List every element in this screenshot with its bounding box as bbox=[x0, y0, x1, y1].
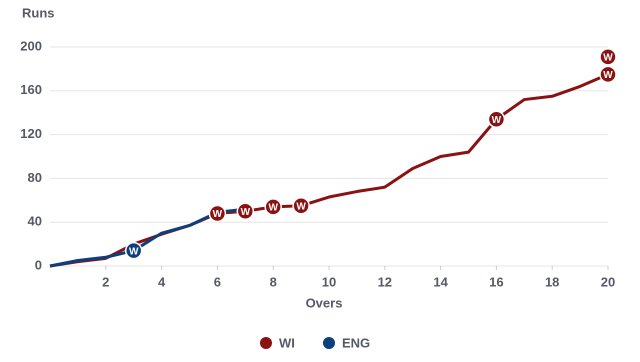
wicket-marker bbox=[264, 198, 282, 216]
wicket-marker bbox=[124, 241, 143, 260]
wicket-label: W bbox=[492, 115, 502, 126]
y-tick-label: 160 bbox=[20, 82, 42, 97]
worm-line bbox=[49, 72, 609, 268]
y-tick-label: 80 bbox=[28, 170, 42, 185]
wicket-label: W bbox=[603, 70, 613, 81]
wicket-label: W bbox=[129, 246, 139, 257]
x-tick-label: 12 bbox=[378, 274, 392, 289]
wicket-marker bbox=[236, 202, 255, 220]
y-tick-label: 120 bbox=[20, 126, 42, 141]
wicket-label: W bbox=[241, 207, 251, 218]
legend-label: ENG bbox=[342, 335, 370, 350]
wicket-marker bbox=[487, 110, 506, 129]
wicket-marker bbox=[599, 65, 617, 84]
wicket-marker bbox=[208, 204, 227, 223]
wicket-marker bbox=[292, 197, 310, 215]
wicket-label: W bbox=[603, 52, 613, 63]
wicket-label: W bbox=[296, 201, 306, 212]
wicket-label: W bbox=[268, 203, 278, 214]
x-tick-label: 14 bbox=[433, 274, 448, 289]
y-tick-label: 0 bbox=[35, 257, 42, 272]
wicket-marker bbox=[599, 48, 617, 66]
y-axis-label: Runs bbox=[22, 5, 55, 20]
y-tick-label: 200 bbox=[20, 38, 42, 53]
x-tick-label: 2 bbox=[102, 274, 109, 289]
wicket-label: W bbox=[213, 209, 223, 220]
legend-label: WI bbox=[279, 335, 295, 350]
x-tick-label: 10 bbox=[322, 274, 336, 289]
legend-marker bbox=[323, 337, 335, 349]
y-tick-label: 40 bbox=[28, 214, 42, 229]
legend-marker bbox=[260, 337, 272, 349]
x-tick-label: 18 bbox=[545, 274, 559, 289]
x-tick-label: 16 bbox=[489, 274, 503, 289]
x-axis-label: Overs bbox=[306, 295, 343, 310]
x-tick-label: 4 bbox=[158, 274, 166, 289]
x-tick-label: 20 bbox=[601, 274, 615, 289]
x-tick-label: 8 bbox=[270, 274, 277, 289]
x-tick-label: 6 bbox=[214, 274, 221, 289]
